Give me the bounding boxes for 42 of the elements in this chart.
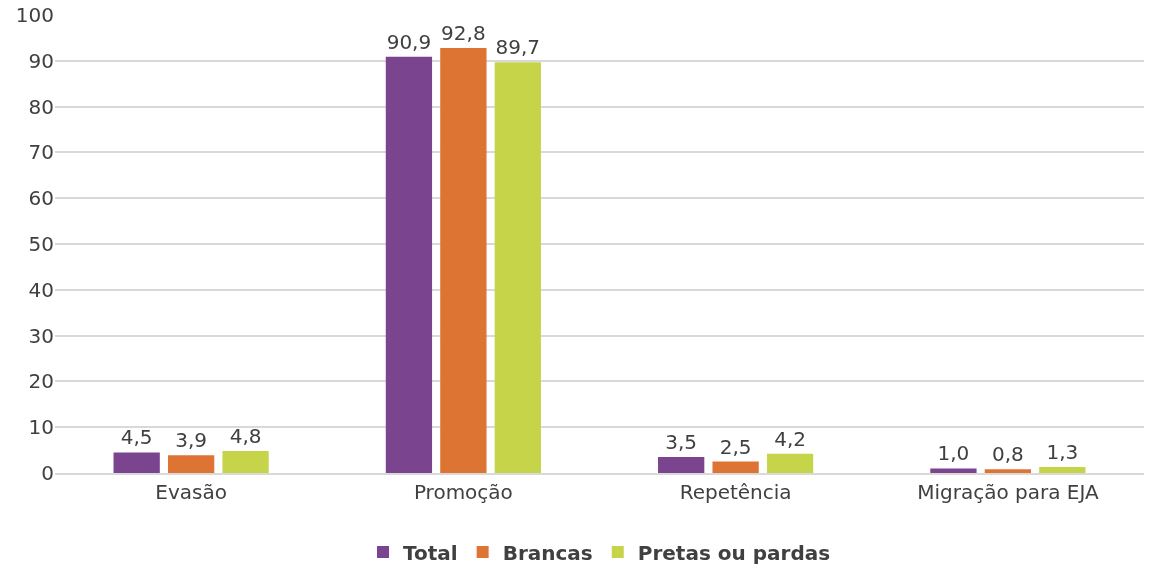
data-label: 90,9 xyxy=(386,29,432,54)
legend-label: Pretas ou pardas xyxy=(637,540,831,565)
x-tick-label: Migração para EJA xyxy=(917,480,1099,504)
bar xyxy=(385,56,433,473)
y-tick-label: 90 xyxy=(28,48,54,73)
y-tick-label: 40 xyxy=(28,277,54,302)
x-tick-label: Evasão xyxy=(155,480,227,504)
bar xyxy=(658,456,705,473)
data-label: 3,9 xyxy=(175,428,208,453)
data-label: 4,2 xyxy=(774,426,806,451)
y-tick-label: 10 xyxy=(28,415,54,440)
data-label: 1,0 xyxy=(937,441,970,466)
bar xyxy=(1039,467,1086,473)
data-label: 89,7 xyxy=(495,35,541,60)
data-label: 4,8 xyxy=(229,424,262,449)
bar xyxy=(984,469,1032,473)
y-tick-label: 100 xyxy=(15,3,54,27)
y-tick-label: 20 xyxy=(28,369,54,394)
x-tick-label: Promoção xyxy=(413,480,513,504)
y-tick-label: 50 xyxy=(28,232,54,256)
bar xyxy=(440,47,487,473)
data-label: 2,5 xyxy=(719,434,752,459)
y-tick-label: 60 xyxy=(28,186,54,211)
legend-label: Total xyxy=(403,540,458,565)
bar xyxy=(930,468,977,473)
bar xyxy=(167,455,215,473)
data-label: 3,5 xyxy=(665,429,698,454)
data-label: 0,8 xyxy=(991,442,1024,467)
data-label: 4,5 xyxy=(120,425,153,450)
y-tick-label: 70 xyxy=(28,140,54,165)
data-label: 92,8 xyxy=(441,20,486,45)
bar xyxy=(494,62,541,473)
bar xyxy=(712,461,759,473)
y-tick-label: 80 xyxy=(28,94,54,119)
y-tick-label: 0 xyxy=(41,461,54,485)
y-tick-label: 30 xyxy=(28,323,54,348)
data-label: 1,3 xyxy=(1046,440,1079,465)
bar xyxy=(113,452,160,473)
bar xyxy=(222,451,269,473)
x-tick-label: Repetência xyxy=(679,480,792,504)
legend-label: Brancas xyxy=(502,540,593,565)
bar xyxy=(766,453,814,473)
